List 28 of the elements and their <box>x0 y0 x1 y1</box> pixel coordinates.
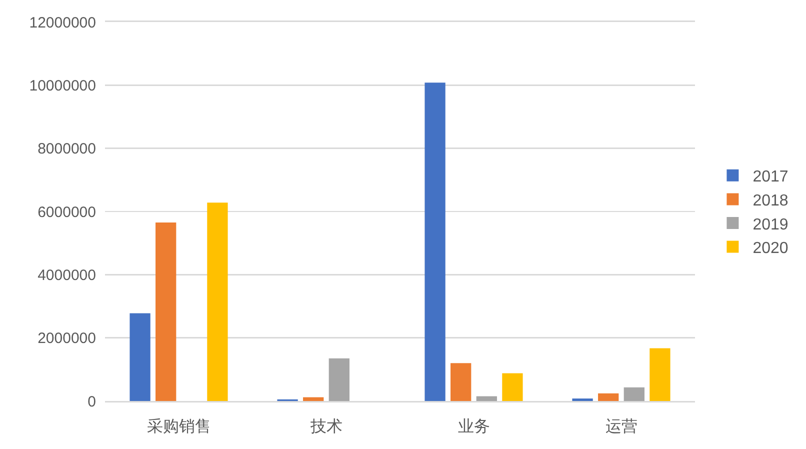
y-tick-label: 2000000 <box>38 330 96 348</box>
y-tick-label: 10000000 <box>29 77 96 94</box>
y-tick-label: 12000000 <box>29 14 96 32</box>
bar <box>624 387 644 401</box>
legend-label: 2018 <box>752 192 788 210</box>
bar <box>502 373 523 401</box>
bar <box>328 358 350 401</box>
bar <box>572 398 593 401</box>
y-tick-label: 4000000 <box>38 266 96 284</box>
bar <box>156 222 176 401</box>
bar <box>450 363 472 401</box>
bar <box>476 396 497 401</box>
y-tick-label: 6000000 <box>38 204 96 221</box>
legend-label: 2020 <box>752 240 788 258</box>
legend-label: 2019 <box>752 216 788 234</box>
legend-label: 2017 <box>752 168 788 186</box>
bar <box>650 348 670 401</box>
bar <box>303 397 324 401</box>
bar <box>207 202 228 401</box>
y-tick-label: 0 <box>88 393 96 410</box>
x-tick-label: 运营 <box>605 418 638 436</box>
y-tick-label: 8000000 <box>38 140 96 158</box>
bar <box>424 82 446 401</box>
x-tick-label: 采购销售 <box>146 418 211 436</box>
x-tick-label: 技术 <box>309 418 342 436</box>
x-tick-label: 业务 <box>458 418 490 436</box>
bar <box>598 393 619 401</box>
bar <box>130 313 150 401</box>
